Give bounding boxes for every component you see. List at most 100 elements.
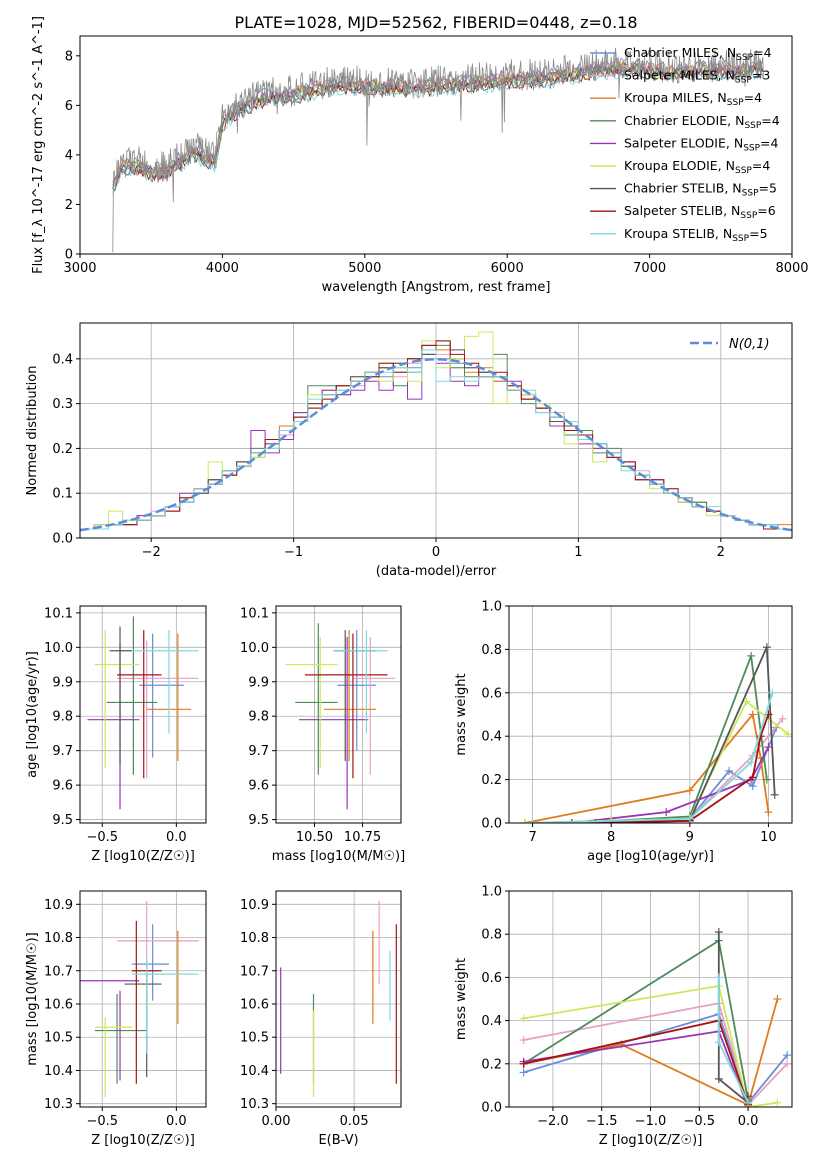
y-tick-label: 10.5: [240, 1031, 269, 1046]
legend-eq: =: [760, 135, 770, 150]
y-tick-label: 4: [65, 148, 73, 163]
axes-frame: [79, 890, 207, 1108]
legend-entry: Kroupa STELIB, NSSP=5: [624, 226, 768, 244]
y-tick-label: 10.1: [44, 606, 73, 621]
y-tick-label: 0.1: [52, 487, 73, 502]
series-line: [523, 1012, 788, 1105]
x-tick-label: 0: [432, 545, 440, 560]
x-axis-label: age [log10(age/yr)]: [587, 849, 714, 864]
panel-residuals: N(0,1) −2 −1 0 1 2 0.0 0.1 0.2 0.3 0.4 (data-model)…: [25, 322, 793, 579]
y-tick-label: 10.7: [44, 964, 73, 979]
legend-ssp: SSP: [732, 234, 749, 244]
legend-model: Chabrier ELODIE: [624, 113, 727, 128]
x-tick-label: 8000: [775, 261, 808, 276]
y-axis-label: Normed distribution: [25, 366, 40, 496]
legend-model: Chabrier STELIB: [624, 181, 724, 196]
y-tick-label: 9.8: [248, 710, 269, 725]
x-tick-label: 0.00: [262, 1114, 291, 1129]
y-tick-label: 10.4: [240, 1064, 269, 1079]
x-tick-label: 8: [607, 830, 615, 845]
legend-ssp: SSP: [735, 166, 752, 176]
y-tick-label: 0.4: [481, 730, 502, 745]
x-tick-label: 1: [574, 545, 582, 560]
x-tick-label: −1.0: [635, 1114, 667, 1129]
legend-eq: =: [753, 45, 763, 60]
y-tick-label: 6: [65, 99, 73, 114]
y-tick-label: 0.8: [481, 928, 502, 943]
axes-frame: [508, 605, 793, 824]
legend-n: 6: [768, 203, 776, 218]
legend-entry: Salpeter ELODIE, NSSP=4: [624, 135, 779, 153]
plot-area: [280, 900, 397, 1098]
legend-n-prefix: , N: [719, 45, 736, 60]
y-tick-label: 0.8: [481, 643, 502, 658]
legend-model: Kroupa MILES: [624, 90, 710, 105]
y-tick-label: 0.3: [52, 397, 73, 412]
x-tick-label: 9: [686, 830, 694, 845]
x-tick-label: 10: [760, 830, 777, 845]
legend-ssp: SSP: [740, 211, 757, 221]
legend-eq: =: [761, 113, 771, 128]
legend-n: 3: [762, 68, 770, 83]
y-axis-label: mass weight: [454, 673, 469, 755]
y-axis-label: age [log10(age/yr)]: [25, 651, 40, 778]
series-line: [717, 977, 749, 1104]
legend-entry: Chabrier MILES, NSSP=4: [624, 45, 772, 63]
y-axis-label: mass [log10(M/M☉)]: [25, 932, 40, 1065]
x-axis-label: Z [log10(Z/Z☉)]: [91, 1133, 195, 1148]
y-tick-label: 10.0: [240, 641, 269, 656]
legend-entry: Kroupa ELODIE, NSSP=4: [624, 158, 770, 176]
x-tick-label: −1.5: [586, 1114, 618, 1129]
x-axis-label: Z [log10(Z/Z☉)]: [91, 849, 195, 864]
x-tick-label: 6000: [491, 261, 524, 276]
axes-frame: [79, 605, 207, 824]
legend-n: 4: [764, 45, 772, 60]
x-tick-label: 0.0: [738, 1114, 759, 1129]
y-tick-label: 10.1: [240, 606, 269, 621]
legend-n: 4: [762, 158, 770, 173]
legend-entry: Kroupa MILES, NSSP=4: [624, 90, 762, 108]
data-spectrum-line: [112, 47, 764, 253]
x-axis-label: wavelength [Angstrom, rest frame]: [322, 280, 551, 295]
y-tick-label: 10.6: [240, 997, 269, 1012]
x-tick-label: 10.50: [296, 830, 333, 845]
x-tick-label: 2: [717, 545, 725, 560]
series-line: [524, 655, 768, 823]
y-tick-label: 10.9: [240, 898, 269, 913]
legend-eq: =: [757, 203, 767, 218]
plot-area: [112, 47, 764, 253]
axes-frame: [275, 605, 402, 824]
series-line: [571, 746, 770, 823]
figure-title: PLATE=1028, MJD=52562, FIBERID=0448, z=0…: [234, 13, 637, 32]
legend-ssp: SSP: [735, 76, 752, 86]
x-tick-label: 7000: [633, 261, 666, 276]
y-tick-label: 1.0: [481, 885, 502, 900]
legend-n-prefix: , N: [726, 135, 743, 150]
x-tick-label: −2: [142, 545, 161, 560]
gaussian-curve: [80, 358, 792, 532]
panel-age-vs-z: −0.5 0.0 9.5 9.6 9.7 9.8 9.9 10.0 10.1 Z [log10(Z…: [25, 605, 207, 864]
legend-entry: Chabrier ELODIE, NSSP=4: [624, 113, 780, 131]
legend-n-prefix: , N: [727, 113, 744, 128]
plot-area: [285, 623, 396, 810]
y-tick-label: 0.0: [52, 532, 73, 547]
legend-eq: =: [749, 226, 759, 241]
legend-entry: Chabrier STELIB, NSSP=5: [624, 181, 777, 199]
legend-n: 5: [769, 181, 777, 196]
y-tick-label: 10.3: [44, 1097, 73, 1112]
series-line: [523, 984, 778, 1107]
legend-entry: Salpeter STELIB, NSSP=6: [624, 203, 776, 221]
panel-mass-vs-ebv: 0.00 0.05 10.3 10.4 10.5 10.6 10.7 10.8 10.9 E(B-…: [240, 890, 402, 1148]
y-tick-label: 0.4: [481, 1014, 502, 1029]
x-tick-label: 0.05: [340, 1114, 369, 1129]
panel-age-vs-mass: 10.50 10.75 9.5 9.6 9.7 9.8 9.9 10.0 10.1 mass [l…: [240, 605, 405, 864]
legend-n-prefix: , N: [718, 158, 735, 173]
legend-n-prefix: , N: [715, 226, 732, 241]
legend-n-prefix: , N: [709, 90, 726, 105]
x-tick-label: 10.75: [344, 830, 381, 845]
legend-model: Kroupa STELIB: [624, 226, 715, 241]
series-line: [523, 1002, 788, 1107]
legend-eq: =: [752, 68, 762, 83]
